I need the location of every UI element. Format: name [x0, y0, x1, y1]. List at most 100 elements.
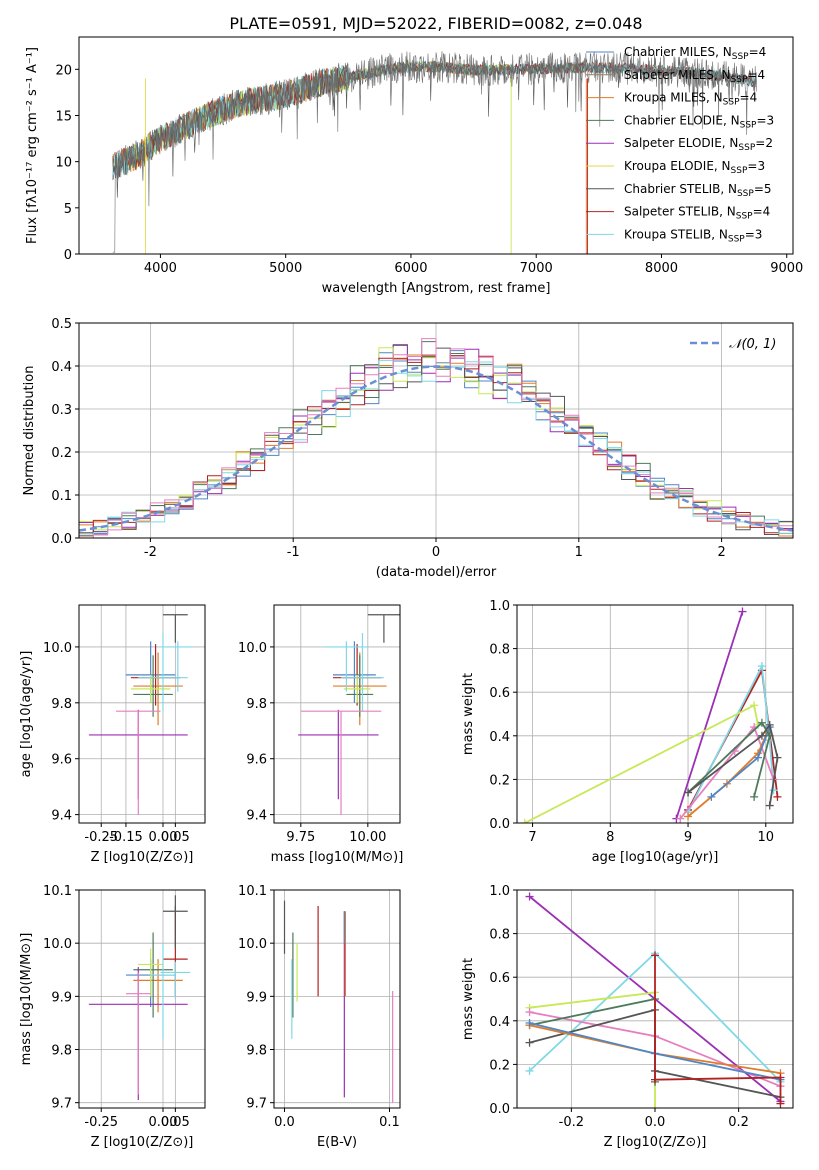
- legend-label: Salpeter ELODIE, NSSP=2: [624, 136, 773, 153]
- series-marker: [776, 1099, 785, 1108]
- series-marker: [525, 1008, 534, 1017]
- y-tick-label: 10.0: [238, 937, 267, 952]
- x-tick-label: 0.0: [274, 1115, 295, 1130]
- legend-text: Salpeter MILES, N: [624, 68, 731, 82]
- legend-text: Salpeter ELODIE, N: [624, 136, 738, 150]
- legend-text: Kroupa STELIB, N: [624, 227, 728, 241]
- legend-sub: SSP: [731, 75, 748, 85]
- plot-layer: 4000 5000 6000 7000 8000 900005101520waveleng…: [19, 36, 803, 1150]
- axes-frame: [78, 604, 206, 824]
- axes-frame: [78, 322, 794, 539]
- legend-label: Chabrier STELIB, NSSP=5: [624, 182, 772, 199]
- y-tick-label: 0.0: [51, 532, 72, 547]
- y-tick-label: 0.6: [489, 971, 510, 986]
- x-tick-label: 0.00: [149, 830, 178, 845]
- x-tick-label: 6000: [394, 261, 427, 276]
- legend-text: Chabrier STELIB, N: [624, 182, 737, 196]
- y-tick-label: 0.2: [51, 446, 72, 461]
- axes-frame: [516, 604, 794, 824]
- series-marker: [757, 718, 766, 727]
- plot-area: [79, 338, 793, 538]
- x-axis-label: wavelength [Angstrom, rest frame]: [322, 281, 551, 296]
- y-tick-label: 0.6: [489, 686, 510, 701]
- series-marker: [765, 720, 774, 729]
- y-tick-label: 10.1: [238, 884, 267, 899]
- plot-area: [298, 614, 400, 815]
- x-tick-label: -2: [144, 545, 157, 560]
- x-tick-label: -0.25: [84, 830, 118, 845]
- plot-area: [112, 51, 757, 254]
- y-tick-label: 10.0: [43, 641, 72, 656]
- legend-sub: SSP: [728, 234, 745, 244]
- series-marker: [520, 819, 529, 823]
- x-axis-label: E(B-V): [317, 1135, 357, 1150]
- axes-frame: [273, 604, 401, 824]
- legend-label: Kroupa STELIB, NSSP=3: [624, 227, 762, 244]
- series-marker: [651, 951, 659, 960]
- y-axis-label: Normed distribution: [22, 366, 37, 496]
- x-tick-label: 8000: [645, 261, 678, 276]
- plot-area: [525, 892, 785, 1108]
- y-tick-label: 15: [55, 109, 72, 124]
- legend-sub: SSP: [723, 98, 740, 108]
- legend-sub: SSP: [732, 52, 749, 62]
- y-tick-label: 0.2: [489, 773, 510, 788]
- legend-sub: SSP: [737, 189, 754, 199]
- x-tick-label: 0.2: [728, 1115, 749, 1130]
- y-tick-label: 9.8: [51, 697, 72, 712]
- x-tick-label: 5000: [269, 261, 302, 276]
- x-tick-label: 10.00: [349, 830, 386, 845]
- y-tick-label: 9.8: [246, 1044, 267, 1059]
- y-axis-label: mass weight: [461, 958, 476, 1040]
- legend-text: =2: [755, 136, 773, 150]
- x-tick-label: 7000: [520, 261, 553, 276]
- y-tick-label: 0.0: [489, 817, 510, 832]
- series-marker: [754, 753, 763, 762]
- series-marker: [651, 1104, 659, 1108]
- x-axis-label: Z [log10(Z/Z⊙)]: [91, 850, 194, 865]
- series-line: [524, 703, 759, 823]
- legend-text: Chabrier MILES, N: [624, 45, 732, 59]
- chart-mass_vs_Z: -0.25 0.000.05 9.7 9.8 9.9 10.0 10.1 Z [log10(Z…: [19, 884, 206, 1150]
- series-marker: [525, 1066, 534, 1075]
- y-tick-label: 9.6: [246, 753, 267, 768]
- y-tick-label: 9.7: [51, 1097, 72, 1112]
- y-tick-label: 0.1: [51, 489, 72, 504]
- y-tick-label: 9.9: [51, 990, 72, 1005]
- y-tick-label: 9.6: [51, 753, 72, 768]
- series-marker: [750, 792, 759, 801]
- legend-text: =4: [749, 45, 767, 59]
- legend-label: 𝒩(0, 1): [729, 337, 776, 352]
- x-tick-label: 0.1: [379, 1115, 400, 1130]
- series-marker: [525, 892, 534, 901]
- y-tick-label: 0.4: [489, 730, 510, 745]
- spectrum-line: [112, 60, 757, 178]
- legend-text: Salpeter STELIB, N: [624, 205, 736, 219]
- x-tick-label: -0.25: [84, 1115, 118, 1130]
- y-tick-label: 9.9: [246, 990, 267, 1005]
- series-line: [529, 997, 656, 1082]
- series-marker: [525, 1038, 534, 1047]
- y-axis-label: mass weight: [461, 673, 476, 755]
- legend-label: Kroupa MILES, NSSP=4: [624, 91, 757, 108]
- legend-sub: SSP: [738, 143, 755, 153]
- chart-mass_vs_ebv: 0.0 0.1 9.7 9.8 9.9 10.0 10.1 E(B-V): [238, 884, 401, 1150]
- axes-frame: [273, 889, 401, 1109]
- series-line: [687, 662, 775, 813]
- x-tick-label: 1: [575, 545, 583, 560]
- series-marker: [651, 1075, 659, 1084]
- plot-area: [520, 607, 782, 823]
- y-tick-label: 10: [55, 156, 72, 171]
- y-tick-label: 0.8: [489, 643, 510, 658]
- y-tick-label: 1.0: [489, 599, 510, 614]
- series-line: [654, 955, 782, 1104]
- legend-label: Salpeter STELIB, NSSP=4: [624, 205, 770, 222]
- legend-text: =4: [747, 68, 765, 82]
- legend-sub: SSP: [736, 212, 753, 222]
- legend-text: =3: [756, 113, 774, 127]
- series-marker: [773, 753, 782, 762]
- x-tick-label: 0: [432, 545, 440, 560]
- series-marker: [773, 792, 782, 801]
- y-axis-label: Flux [fλ10⁻¹⁷ erg cm⁻² s⁻¹ A⁻¹]: [25, 47, 40, 244]
- x-tick-label: 9000: [770, 261, 803, 276]
